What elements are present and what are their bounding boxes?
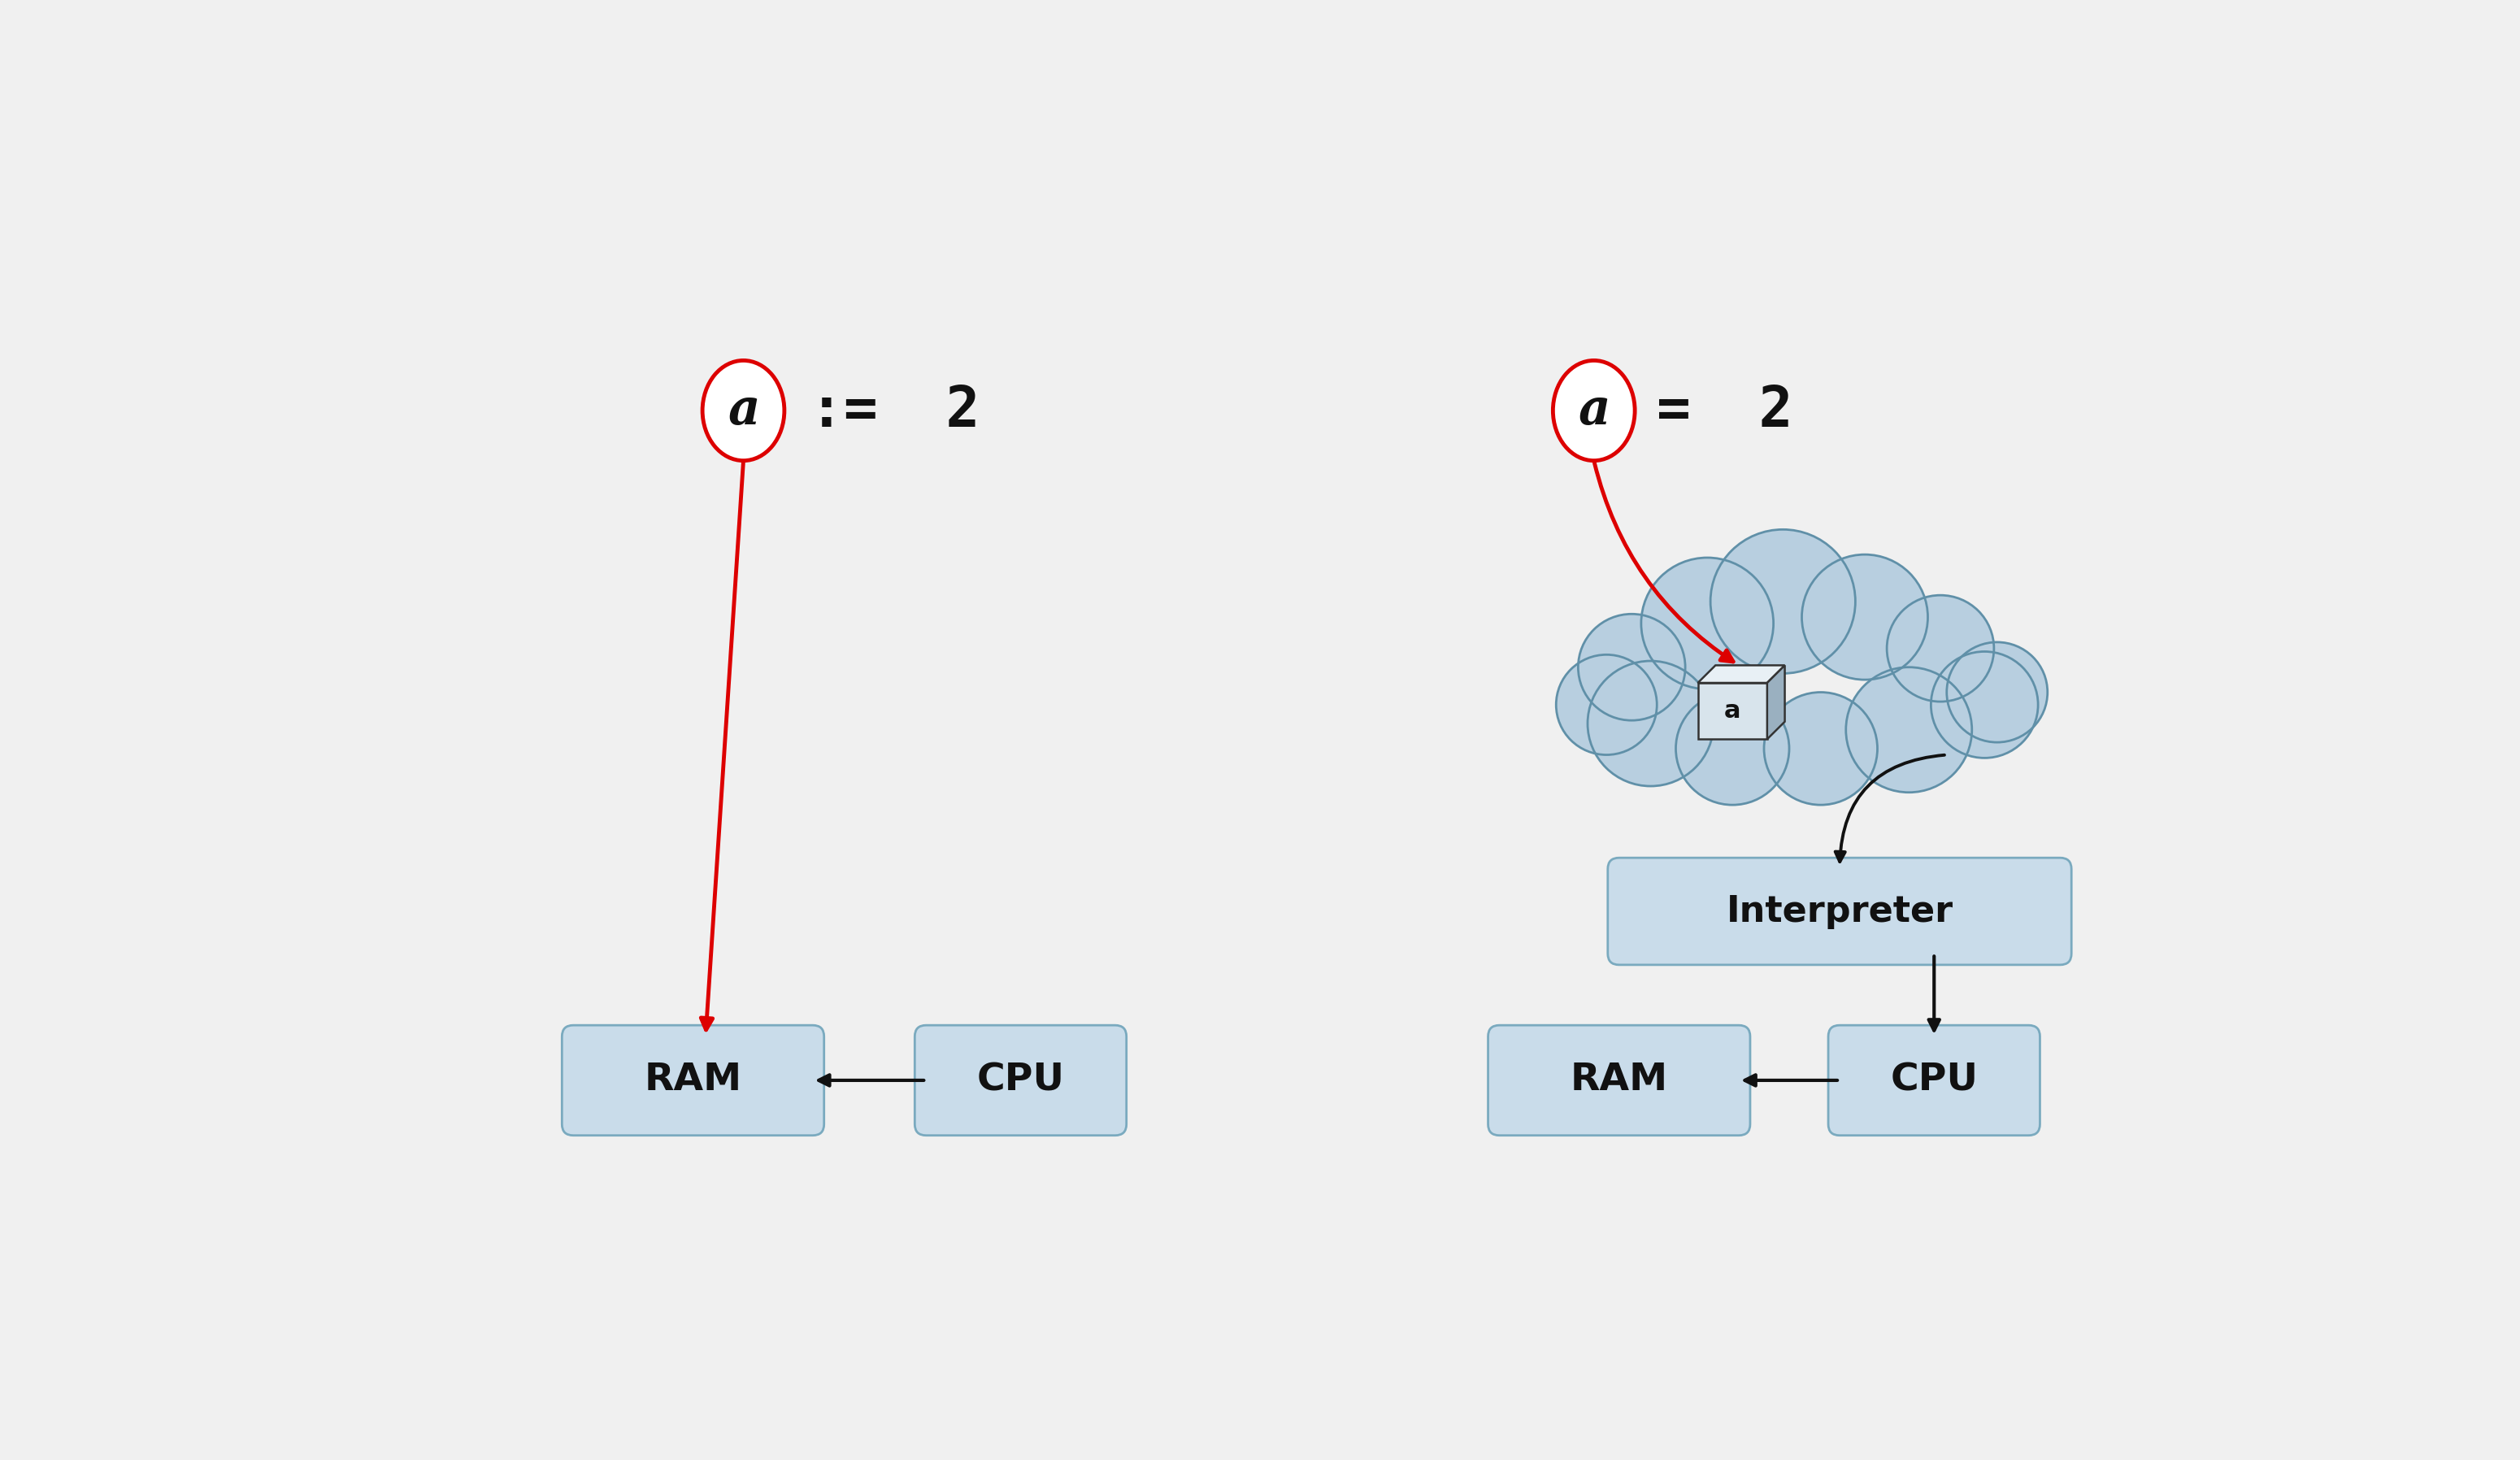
FancyBboxPatch shape (915, 1025, 1126, 1136)
Circle shape (1588, 661, 1714, 785)
Circle shape (1578, 615, 1686, 720)
Circle shape (1802, 555, 1928, 680)
Text: RAM: RAM (1570, 1061, 1668, 1098)
Ellipse shape (1552, 361, 1635, 461)
FancyBboxPatch shape (1487, 1025, 1749, 1136)
Circle shape (1711, 530, 1855, 673)
Text: a: a (1578, 385, 1610, 435)
Circle shape (1557, 654, 1658, 755)
Ellipse shape (703, 361, 784, 461)
Text: Interpreter: Interpreter (1726, 894, 1953, 929)
Circle shape (1641, 558, 1774, 689)
Polygon shape (1767, 666, 1784, 739)
Polygon shape (1698, 683, 1767, 739)
Text: a: a (1724, 699, 1741, 723)
Text: =  2: = 2 (1658, 384, 1794, 438)
Circle shape (1845, 667, 1971, 793)
FancyBboxPatch shape (1830, 1025, 2039, 1136)
Text: :=  2: := 2 (809, 384, 980, 438)
Text: RAM: RAM (645, 1061, 741, 1098)
Text: CPU: CPU (978, 1061, 1063, 1098)
Circle shape (1945, 642, 2046, 742)
Text: CPU: CPU (1890, 1061, 1978, 1098)
FancyBboxPatch shape (562, 1025, 824, 1136)
Circle shape (1887, 596, 1993, 702)
Circle shape (1764, 692, 1877, 804)
Circle shape (1930, 651, 2039, 758)
Polygon shape (1698, 666, 1784, 683)
FancyBboxPatch shape (1608, 858, 2071, 965)
Text: a: a (728, 385, 759, 435)
Circle shape (1676, 692, 1789, 804)
